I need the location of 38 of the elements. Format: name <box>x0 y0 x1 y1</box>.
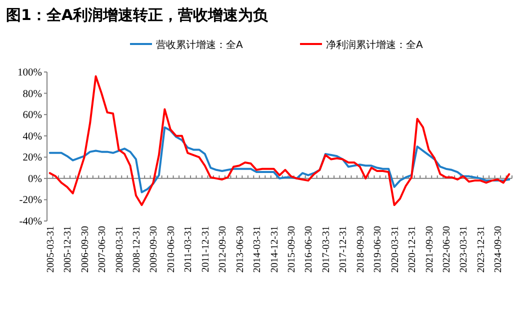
x-tick-label: 2021-09-30 <box>424 226 436 273</box>
x-tick-label: 2011-03-31 <box>183 226 194 272</box>
x-tick-label: 2009-09-30 <box>148 226 160 273</box>
x-tick-label: 2015-09-30 <box>286 226 298 273</box>
x-tick-label: 2005-03-31 <box>45 226 56 273</box>
y-tick-label: 20% <box>22 152 42 164</box>
x-tick-label: 2023-03-31 <box>458 226 470 273</box>
x-tick-label: 2014-12-31 <box>269 226 280 273</box>
y-tick-label: 40% <box>22 131 42 142</box>
x-tick-label: 2006-09-30 <box>80 226 91 273</box>
x-tick-label: 2014-03-31 <box>252 226 264 273</box>
y-tick-label: -40% <box>19 216 42 228</box>
x-tick-label: 2005-12-31 <box>62 226 74 273</box>
x-tick-label: 2013-06-30 <box>234 226 246 273</box>
legend-label: 营收累计增速：全A <box>156 39 243 51</box>
chart-title: 图1：全A利润增速转正，营收增速为负 <box>6 6 270 24</box>
y-tick-label: 80% <box>22 88 42 100</box>
x-tick-label: 2020-12-31 <box>407 226 418 273</box>
x-tick-label: 2012-09-30 <box>218 226 229 273</box>
x-tick-label: 2019-06-30 <box>372 226 384 273</box>
x-tick-label: 2007-06-30 <box>97 226 108 273</box>
y-tick-label: 100% <box>18 68 42 78</box>
x-tick-label: 2016-06-30 <box>304 226 315 273</box>
x-tick-label: 2011-12-31 <box>200 226 212 272</box>
x-tick-label: 2023-12-31 <box>476 226 487 273</box>
x-tick-label: 2018-09-30 <box>355 226 366 273</box>
y-tick-label: -20% <box>19 195 42 206</box>
y-tick-label: 0% <box>28 174 42 185</box>
y-tick-label: 60% <box>22 110 42 122</box>
x-tick-label: 2010-06-30 <box>166 226 177 273</box>
x-tick-label: 2008-03-31 <box>114 226 126 273</box>
x-tick-label: 2017-03-31 <box>320 226 332 273</box>
x-tick-label: 2017-12-31 <box>338 226 350 273</box>
x-tick-label: 2008-12-31 <box>131 226 142 273</box>
x-tick-label: 2020-03-31 <box>390 226 401 273</box>
x-tick-label: 2022-06-30 <box>441 226 452 273</box>
x-tick-label: 2024-09-30 <box>493 226 504 273</box>
legend-label: 净利润累计增速：全A <box>326 39 423 51</box>
